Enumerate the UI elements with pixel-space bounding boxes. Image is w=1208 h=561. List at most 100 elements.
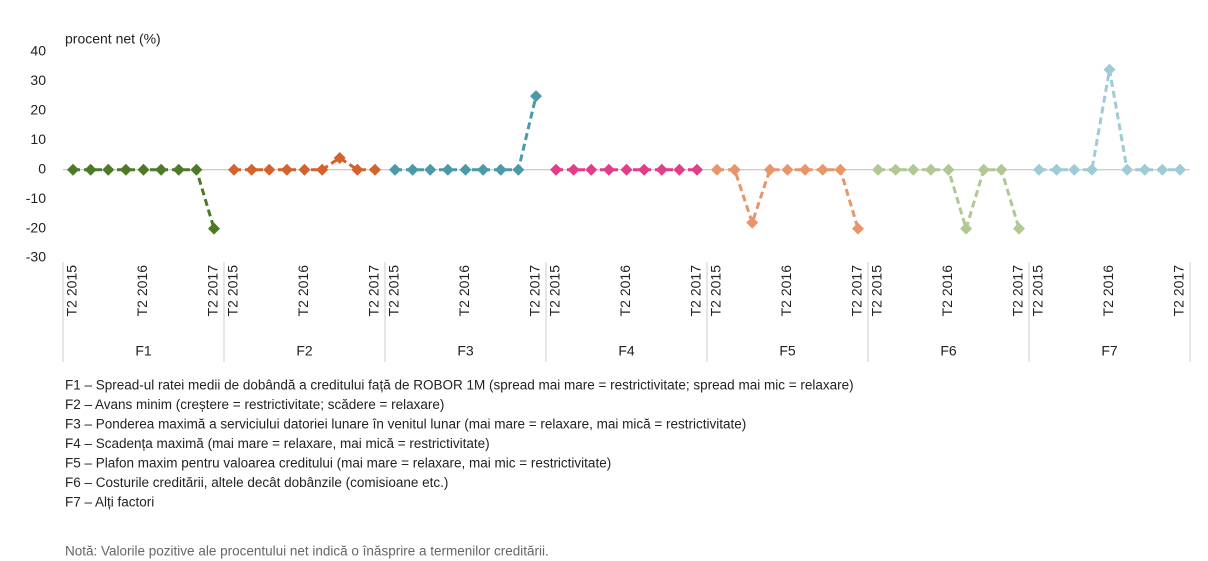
x-tick-label: T2 2017	[366, 265, 382, 317]
data-point	[67, 163, 79, 176]
x-tick-label: T2 2015	[869, 265, 885, 317]
x-tick-label: T2 2015	[547, 265, 563, 317]
group-label: F5	[779, 343, 796, 359]
series-line	[717, 168, 860, 230]
data-point	[711, 163, 723, 176]
y-tick-label: -30	[26, 249, 46, 265]
data-point	[459, 163, 472, 176]
group-label: F6	[940, 343, 957, 359]
data-point	[1033, 163, 1045, 176]
data-point	[889, 163, 902, 176]
note: F5 – Plafon maxim pentru valoarea credit…	[65, 456, 611, 471]
series-line	[73, 168, 216, 230]
data-point	[477, 163, 490, 176]
x-tick-label: T2 2016	[456, 265, 472, 317]
data-point	[746, 216, 759, 229]
footnote: Notă: Valorile pozitive ale procentului …	[65, 544, 549, 559]
x-tick-label: T2 2015	[1030, 265, 1046, 317]
x-tick-label: T2 2017	[849, 265, 865, 317]
data-point	[316, 163, 329, 176]
y-tick-label: 0	[38, 160, 46, 176]
x-tick-label: T2 2017	[1171, 265, 1187, 317]
data-point	[137, 163, 150, 176]
group-label: F3	[457, 343, 474, 359]
data-point	[834, 163, 847, 176]
data-point	[245, 163, 258, 176]
y-tick-label: 20	[30, 102, 46, 118]
data-point	[781, 163, 794, 176]
data-point	[638, 163, 651, 176]
group-label: F2	[296, 343, 313, 359]
data-point	[155, 163, 168, 176]
data-point	[1121, 163, 1134, 176]
data-point	[102, 163, 115, 176]
data-point	[852, 222, 864, 235]
data-point	[1156, 163, 1169, 176]
x-tick-label: T2 2015	[386, 265, 402, 317]
data-point	[728, 163, 741, 176]
x-tick-label: T2 2015	[225, 265, 241, 317]
note: F4 – Scadența maximă (mai mare = relaxar…	[65, 436, 490, 451]
data-point	[1013, 222, 1025, 235]
y-tick-label: 30	[30, 72, 46, 88]
data-point	[263, 163, 276, 176]
group-label: F4	[618, 343, 635, 359]
series-line	[878, 168, 1021, 234]
x-tick-label: T2 2017	[205, 265, 221, 317]
x-tick-label: T2 2016	[939, 265, 955, 317]
data-point	[691, 163, 703, 176]
x-tick-label: T2 2017	[527, 265, 543, 317]
data-point	[924, 163, 937, 176]
data-point	[585, 163, 598, 176]
x-tick-label: T2 2016	[295, 265, 311, 317]
series-line	[1039, 69, 1180, 172]
x-tick-label: T2 2015	[708, 265, 724, 317]
data-point	[530, 90, 542, 103]
data-point	[190, 163, 203, 176]
data-point	[1050, 163, 1063, 176]
data-point	[977, 163, 990, 176]
data-point	[494, 163, 507, 176]
data-point	[424, 163, 437, 176]
data-point	[84, 163, 97, 176]
x-tick-label: T2 2015	[64, 265, 80, 317]
data-point	[620, 163, 633, 176]
group-label: F7	[1101, 343, 1118, 359]
data-point	[389, 163, 401, 176]
data-point	[1103, 63, 1116, 76]
data-point	[763, 163, 776, 176]
data-point	[550, 163, 562, 176]
data-point	[172, 163, 185, 176]
data-point	[602, 163, 615, 176]
data-point	[816, 163, 829, 176]
data-point	[1068, 163, 1081, 176]
data-point	[995, 163, 1008, 176]
x-tick-label: T2 2016	[134, 265, 150, 317]
y-tick-label: 10	[30, 131, 46, 147]
data-point	[512, 163, 525, 176]
data-point	[351, 163, 364, 176]
data-point	[960, 222, 973, 235]
x-tick-label: T2 2016	[1100, 265, 1116, 317]
data-point	[208, 222, 220, 235]
x-tick-label: T2 2016	[778, 265, 794, 317]
data-point	[799, 163, 812, 176]
data-point	[280, 163, 293, 176]
data-point	[119, 163, 132, 176]
data-point	[369, 163, 381, 176]
x-tick-label: T2 2017	[688, 265, 704, 317]
data-point	[441, 163, 454, 176]
data-point	[655, 163, 668, 176]
data-point	[298, 163, 311, 176]
x-tick-label: T2 2017	[1010, 265, 1026, 317]
data-point	[1174, 163, 1186, 176]
y-axis-label: procent net (%)	[65, 31, 161, 47]
note: F2 – Avans minim (creștere = restrictivi…	[65, 397, 444, 412]
data-point	[333, 151, 346, 164]
note: F7 – Alți factori	[65, 495, 154, 510]
note: F3 – Ponderea maximă a serviciului dator…	[65, 417, 746, 432]
y-tick-label: -20	[26, 219, 46, 235]
note: F6 – Costurile creditării, altele decât …	[65, 475, 448, 490]
data-point	[673, 163, 686, 176]
